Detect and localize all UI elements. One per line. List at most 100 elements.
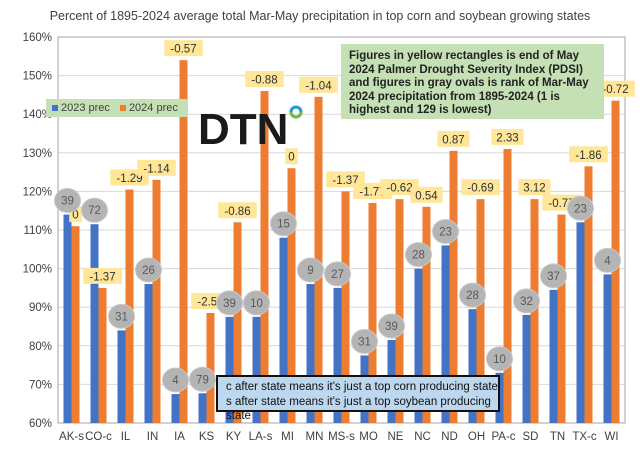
y-tick-label: 80% xyxy=(29,341,52,353)
pdsi-label: -1.77 xyxy=(359,186,385,198)
rank-oval xyxy=(189,366,216,392)
bar-2024 xyxy=(422,206,431,423)
bar-2024 xyxy=(584,166,593,423)
rank-label: 28 xyxy=(466,290,479,302)
pdsi-label: -0.86 xyxy=(224,206,250,218)
bar-2023 xyxy=(117,330,126,423)
x-tick-label: MN xyxy=(306,431,324,443)
pdsi-label: -1.14 xyxy=(143,163,170,175)
x-tick-label: KY xyxy=(226,431,242,443)
pdsi-label-box xyxy=(461,179,500,196)
y-tick-label: 120% xyxy=(23,186,52,198)
pdsi-label: 0.54 xyxy=(415,190,438,202)
bar-2023 xyxy=(144,284,153,423)
key-line-soybean: s after state means it's just a top soyb… xyxy=(226,395,491,423)
bar-2023 xyxy=(549,289,558,423)
bar-2024 xyxy=(152,179,161,423)
rank-oval xyxy=(405,242,432,268)
pdsi-label-box xyxy=(245,71,284,88)
rank-oval xyxy=(567,195,594,221)
pdsi-label: -1.37 xyxy=(89,271,115,283)
x-tick-label: LA-s xyxy=(249,431,273,443)
bar-2023 xyxy=(576,222,585,423)
rank-oval xyxy=(162,367,189,393)
pdsi-label-box xyxy=(596,80,635,97)
rank-oval xyxy=(297,257,324,283)
pdsi-label-box xyxy=(491,128,524,145)
rank-label: 4 xyxy=(604,255,611,267)
rank-label: 23 xyxy=(439,226,452,238)
x-tick-label: ND xyxy=(441,431,458,443)
bar-2024 xyxy=(341,191,350,423)
x-tick-label: NC xyxy=(414,431,431,443)
rank-oval xyxy=(81,197,108,223)
rank-label: 10 xyxy=(250,298,263,310)
chart-title: Percent of 1895-2024 average total Mar-M… xyxy=(49,9,591,23)
bar-2023 xyxy=(333,287,342,423)
bar-2023 xyxy=(252,316,261,423)
bar-2024 xyxy=(530,199,539,423)
bar-2024 xyxy=(368,202,377,423)
pdsi-label: 2.33 xyxy=(496,132,518,144)
rank-oval xyxy=(378,313,405,339)
y-tick-label: 150% xyxy=(23,71,52,83)
rank-label: 79 xyxy=(196,374,209,386)
pdsi-label: -1.29 xyxy=(116,173,142,185)
bar-2023 xyxy=(171,394,180,423)
pdsi-label-box xyxy=(164,40,203,57)
logo-text: DTN xyxy=(198,105,288,154)
bar-2023 xyxy=(603,274,612,423)
pdsi-label: -1.86 xyxy=(575,150,601,162)
logo-ring-bottom xyxy=(289,111,303,119)
rank-label: 37 xyxy=(547,271,560,283)
rank-oval xyxy=(54,188,81,214)
x-tick-label: IA xyxy=(174,431,185,443)
bar-2023 xyxy=(198,393,207,423)
pdsi-label-box xyxy=(410,186,443,203)
pdsi-label-box xyxy=(137,159,176,176)
x-tick-label: MS-s xyxy=(328,431,355,443)
pdsi-label-box xyxy=(437,130,470,147)
x-tick-label: IL xyxy=(121,431,131,443)
x-tick-label: KS xyxy=(199,431,215,443)
pdsi-label-box xyxy=(218,202,257,219)
rank-label: 15 xyxy=(277,219,290,231)
bar-2024 xyxy=(476,199,485,423)
legend: 2023 prec 2024 prec xyxy=(46,99,188,117)
rank-oval xyxy=(459,282,486,308)
bar-2024 xyxy=(260,91,269,423)
note-box: Figures in yellow rectangles is end of M… xyxy=(341,44,604,119)
pdsi-label: 0.87 xyxy=(442,134,464,146)
bar-2024 xyxy=(503,148,512,423)
y-tick-label: 110% xyxy=(23,225,52,237)
rank-label: 9 xyxy=(307,265,313,277)
y-tick-label: 90% xyxy=(29,302,52,314)
rank-label: 4 xyxy=(172,375,179,387)
y-tick-label: 140% xyxy=(23,109,52,121)
rank-oval xyxy=(108,303,135,329)
bar-2023 xyxy=(306,284,315,423)
rank-label: 26 xyxy=(142,265,155,277)
legend-swatch-2024 xyxy=(119,105,126,111)
x-tick-label: PA-c xyxy=(491,431,515,443)
pdsi-label-box xyxy=(380,179,419,196)
pdsi-label: -0.69 xyxy=(467,183,493,195)
rank-label: 28 xyxy=(412,250,425,262)
x-tick-label: NE xyxy=(388,431,404,443)
pdsi-label-box xyxy=(285,148,298,165)
y-tick-label: 130% xyxy=(23,148,52,160)
rank-label: 72 xyxy=(88,205,101,217)
pdsi-label: 0 xyxy=(288,152,294,164)
rank-label: 31 xyxy=(115,311,128,323)
pdsi-label: 0 xyxy=(72,210,78,222)
bar-2023 xyxy=(414,268,423,423)
rank-oval xyxy=(135,257,162,283)
pdsi-label: -0.57 xyxy=(170,44,196,56)
x-tick-label: WI xyxy=(604,431,618,443)
x-tick-label: MI xyxy=(281,431,294,443)
bar-2024 xyxy=(233,222,242,423)
x-tick-label: AK-s xyxy=(59,431,84,443)
bar-2024 xyxy=(557,214,566,423)
bar-2024 xyxy=(71,226,80,423)
